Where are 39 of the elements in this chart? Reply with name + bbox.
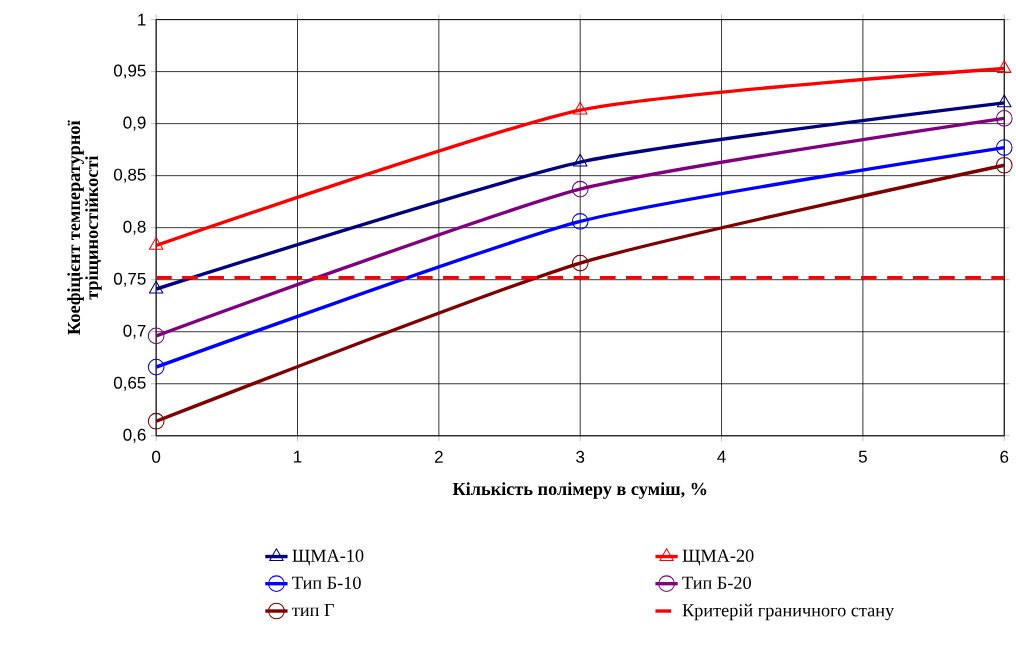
point <box>995 139 1013 157</box>
legend-label: тип Г <box>292 604 334 617</box>
y-axis-title: Коефіцієнт температурної тріщиностійкості <box>67 120 102 335</box>
x-tick-label: 1 <box>294 451 302 463</box>
point <box>571 213 589 230</box>
y-tick-label: 0,75 <box>113 272 146 287</box>
point <box>995 157 1013 174</box>
y-tick-label: 0,9 <box>123 116 146 131</box>
point <box>148 280 164 294</box>
legend-label: Тип Б-20 <box>682 576 751 590</box>
x-tick-label: 3 <box>576 450 585 463</box>
legend-label: Тип Б-10 <box>292 576 361 590</box>
point <box>996 94 1012 108</box>
point <box>147 413 165 430</box>
x-tick-label: 0 <box>152 450 161 463</box>
point <box>148 237 164 250</box>
y-tick-label: 0,7 <box>123 324 146 339</box>
x-tick-label: 4 <box>717 451 726 463</box>
y-tick-label: 0,8 <box>123 220 146 235</box>
point <box>572 153 588 167</box>
x-tick-label: 6 <box>1000 450 1009 463</box>
point <box>147 358 165 376</box>
point <box>147 327 165 345</box>
legend-label: Критерій граничного стану <box>682 603 895 621</box>
y-tick-label: 0,65 <box>113 376 146 391</box>
point <box>995 110 1013 127</box>
x-tick-label: 2 <box>434 450 443 463</box>
point <box>572 101 588 115</box>
point <box>571 254 589 272</box>
y-tick-label: 0,6 <box>123 428 146 443</box>
legend-label: ЩМА-20 <box>682 549 754 566</box>
x-tick-label: 5 <box>858 451 867 463</box>
y-tick-label: 0,95 <box>113 64 146 79</box>
point <box>996 60 1012 74</box>
y-tick-label: 0,85 <box>113 168 146 183</box>
legend-label: ЩМА-10 <box>292 549 364 566</box>
y-tick-label: 1 <box>138 13 146 26</box>
point <box>571 180 589 198</box>
x-axis-title: Кількість полімеру в суміш, % <box>452 482 707 500</box>
